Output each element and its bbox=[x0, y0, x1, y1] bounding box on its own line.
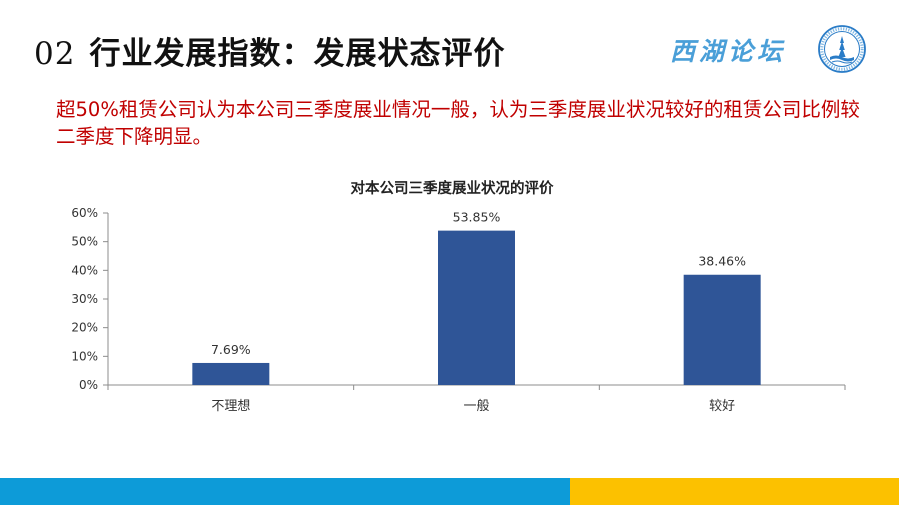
chart-title: 对本公司三季度展业状况的评价 bbox=[351, 179, 554, 197]
data-label: 53.85% bbox=[453, 210, 501, 225]
x-axis: 不理想 一般 较好 bbox=[107, 384, 846, 414]
bar bbox=[438, 230, 515, 385]
title-text: 行业发展指数：发展状态评价 bbox=[89, 36, 506, 72]
slide-title: 02 行业发展指数：发展状态评价 bbox=[34, 28, 505, 73]
footer-stripe-yellow bbox=[570, 478, 899, 505]
y-tick-label: 10% bbox=[71, 349, 98, 363]
category-label: 较好 bbox=[709, 399, 735, 414]
bar-chart: 对本公司三季度展业状况的评价 0% 10% 20% 30% 40% 50% 60% 不理想 一… bbox=[71, 179, 846, 414]
y-tick-label: 40% bbox=[71, 263, 98, 277]
y-axis: 0% 10% 20% 30% 40% 50% 60% bbox=[71, 206, 109, 392]
bar bbox=[683, 274, 761, 385]
summary-text: 超50%租赁公司认为本公司三季度展业情况一般，认为三季度展业状况较好的租赁公司比… bbox=[56, 98, 860, 148]
data-label: 7.69% bbox=[211, 342, 251, 357]
category-label: 一般 bbox=[463, 398, 489, 414]
category-label: 不理想 bbox=[211, 398, 250, 414]
forum-logo-icon bbox=[818, 25, 866, 73]
footer-stripe-blue bbox=[0, 478, 570, 505]
forum-name: 西湖论坛 bbox=[670, 37, 787, 66]
bar bbox=[192, 362, 270, 385]
bars bbox=[192, 230, 761, 385]
data-label: 38.46% bbox=[698, 254, 746, 269]
y-tick-label: 60% bbox=[71, 206, 98, 220]
y-tick-label: 20% bbox=[71, 321, 98, 335]
y-tick-label: 30% bbox=[71, 292, 98, 306]
y-tick-label: 50% bbox=[71, 235, 98, 249]
section-number: 02 bbox=[34, 36, 76, 72]
y-tick-label: 0% bbox=[79, 378, 98, 392]
data-labels: 7.69% 53.85% 38.46% bbox=[211, 210, 746, 357]
